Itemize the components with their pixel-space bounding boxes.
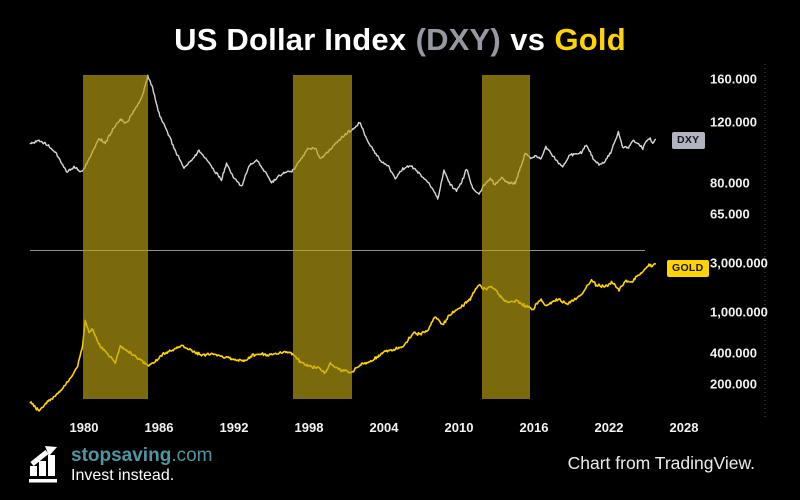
x-axis-label: 2022	[594, 420, 624, 435]
title-dxy-part: (DXY)	[415, 22, 501, 57]
chart-credit: Chart from TradingView.	[567, 453, 755, 473]
stopsaving-logo[interactable]: stopsaving.com Invest instead.	[28, 446, 213, 485]
y-axis-label-dxy: 160.000	[710, 71, 757, 87]
y-axis-label-dxy: 80.000	[710, 175, 750, 191]
x-axis-label: 2028	[669, 420, 699, 435]
title-gold-part: Gold	[554, 22, 626, 57]
brand-tagline: Invest instead.	[71, 467, 175, 484]
brand-tld: .com	[171, 445, 213, 466]
highlight-band	[293, 75, 352, 399]
y-axis-label-dxy: 65.000	[710, 206, 750, 222]
x-axis-label: 2004	[369, 420, 399, 435]
x-axis-label: 2010	[444, 420, 474, 435]
title-main: US Dollar Index	[174, 22, 407, 57]
y-axis-label-gold: 1,000.000	[710, 304, 768, 320]
y-axis-label-gold: 200.000	[710, 376, 757, 392]
highlight-band	[83, 75, 148, 399]
gold-series-badge: GOLD	[667, 260, 709, 277]
x-axis-label: 1986	[144, 420, 174, 435]
brand-wordmark: stopsaving.com	[71, 446, 213, 466]
x-axis-label: 1992	[219, 420, 249, 435]
highlight-band	[482, 75, 530, 399]
brand-name: stopsaving	[71, 445, 172, 466]
x-axis-label: 2016	[519, 420, 549, 435]
x-axis-label: 1998	[294, 420, 324, 435]
y-axis-label-dxy: 120.000	[710, 114, 757, 130]
page-title: US Dollar Index (DXY) vs Gold	[0, 22, 800, 58]
title-vs-part: vs	[510, 22, 546, 57]
bar-chart-logo-icon	[29, 446, 57, 483]
dxy-series-badge: DXY	[672, 132, 705, 149]
x-axis-label: 1980	[69, 420, 99, 435]
y-axis-label-gold: 400.000	[710, 345, 757, 361]
y-axis-label-gold: 3,000.000	[710, 255, 768, 271]
